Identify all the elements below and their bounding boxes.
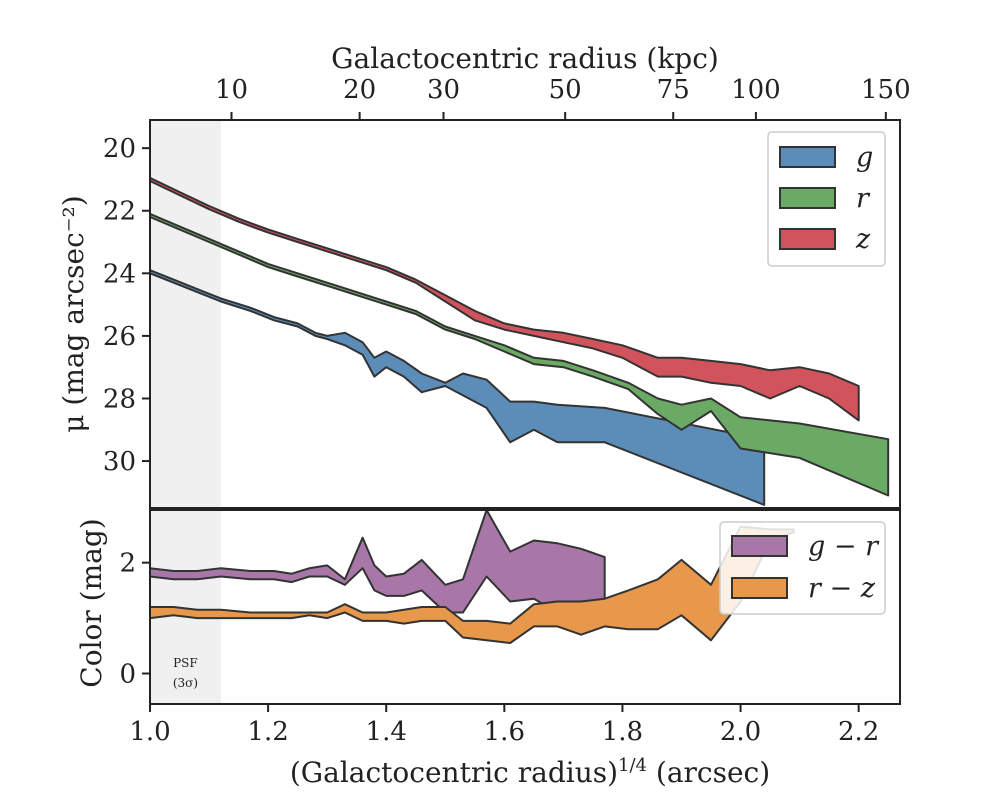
bottom-y-ticks: 02 xyxy=(119,549,150,690)
y-tick-label: 28 xyxy=(103,384,136,414)
top-x-tick-label: 10 xyxy=(215,75,248,105)
x-tick-label: 2.0 xyxy=(720,717,761,747)
bottom-x-ticks: 1.0 1.2 1.4 1.6 1.8 2.0 2.2 xyxy=(129,704,879,747)
legend-label-r: r xyxy=(856,183,871,214)
top-x-tick-label: 150 xyxy=(861,75,911,105)
x-axis-title-space xyxy=(647,756,656,789)
bottom-panel-frame xyxy=(149,509,901,705)
y-tick-label: 22 xyxy=(103,197,136,227)
top-x-tick-label: 30 xyxy=(427,75,460,105)
top-x-tick-label: 50 xyxy=(549,75,582,105)
band-r xyxy=(149,212,890,497)
top-secondary-x-axis-title: Galactocentric radius (kpc) xyxy=(331,42,719,75)
legend-swatch-g xyxy=(779,146,836,168)
top-y-axis-title: μ (mag arcsec⁻²) xyxy=(57,195,90,432)
color-panel: 02 1.0 1.2 1.4 1.6 1.8 2.0 2.2 Color (mag) (Ga… xyxy=(75,509,901,789)
surface-brightness-panel: 20 22 24 26 28 30 10 20 30 50 75 100 150 Galactocen… xyxy=(57,42,911,509)
band-z xyxy=(149,176,860,422)
x-tick-label: 2.2 xyxy=(838,717,879,747)
legend-swatch-r xyxy=(779,187,836,209)
y-tick-label: 24 xyxy=(103,259,136,289)
bottom-y-axis-title: Color (mag) xyxy=(75,518,108,687)
x-tick-label: 1.8 xyxy=(602,717,643,747)
x-tick-label: 1.4 xyxy=(366,717,407,747)
y-tick-label: 26 xyxy=(103,322,136,352)
color-bands xyxy=(149,509,795,644)
x-axis-title-superscript: 1/4 xyxy=(618,755,647,776)
top-panel-frame xyxy=(149,119,901,509)
psf-region-top xyxy=(150,120,221,508)
top-secondary-x-ticks: 10 20 30 50 75 100 150 xyxy=(215,75,911,120)
legend-label-z: z xyxy=(855,224,871,255)
x-axis-title-main: (Galactocentric radius) xyxy=(290,756,618,789)
top-x-tick-label: 20 xyxy=(343,75,376,105)
psf-label-line1: PSF xyxy=(173,656,198,670)
x-tick-label: 1.2 xyxy=(247,717,288,747)
x-tick-label: 1.6 xyxy=(484,717,525,747)
top-y-ticks: 20 22 24 26 28 30 xyxy=(103,134,150,477)
legend-swatch-r-z xyxy=(731,577,788,599)
bottom-legend: g − r r − z xyxy=(719,521,886,615)
band-g xyxy=(149,269,766,506)
legend-swatch-z xyxy=(779,228,836,250)
x-tick-label: 1.0 xyxy=(129,717,170,747)
legend-label-g: g xyxy=(856,142,873,173)
legend-label-r-z: r − z xyxy=(808,573,876,604)
legend-swatch-g-r xyxy=(731,535,788,557)
bottom-x-axis-title: (Galactocentric radius)1/4 (arcsec) xyxy=(290,755,770,789)
y-tick-label: 0 xyxy=(119,660,136,690)
top-legend: grz xyxy=(767,131,886,267)
top-x-tick-label: 100 xyxy=(731,75,781,105)
top-x-tick-label: 75 xyxy=(657,75,690,105)
y-tick-label: 30 xyxy=(103,447,136,477)
psf-label-line2: (3σ) xyxy=(173,676,198,690)
legend-label-g-r: g − r xyxy=(808,531,880,562)
y-tick-label: 20 xyxy=(103,134,136,164)
surface-brightness-bands xyxy=(149,176,890,506)
x-axis-title-unit: (arcsec) xyxy=(656,756,770,789)
y-tick-label: 2 xyxy=(119,549,136,579)
